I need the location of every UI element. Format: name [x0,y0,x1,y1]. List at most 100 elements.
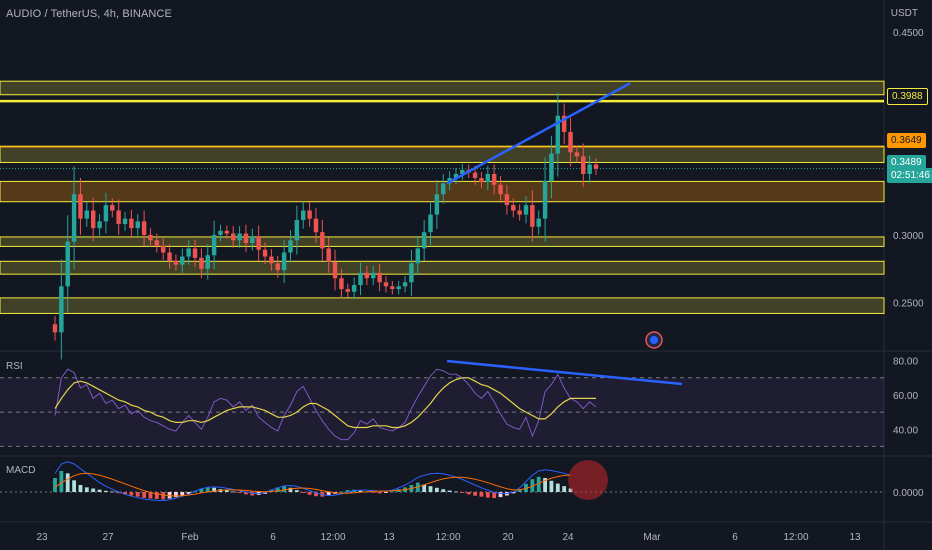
macd-histogram-bar [104,490,108,492]
candle-body [110,205,115,211]
candle-body [479,178,484,183]
candle-body [313,218,319,233]
macd-histogram-bar [244,492,248,495]
macd-highlight-circle [568,460,608,500]
macd-histogram-bar [78,485,83,492]
candle-body [173,260,179,265]
candle-body [536,218,541,227]
candle-body [441,183,446,195]
candle-body [84,210,90,219]
candle-body [320,232,325,249]
price-tag-level-high: 0.3988 [887,88,928,105]
candle-body [377,272,382,283]
candle-body [371,272,376,279]
candle-body [472,172,478,179]
macd-histogram-bar [301,492,306,493]
time-axis-tick: 12:00 [783,532,808,543]
macd-histogram-bar [555,483,560,492]
candle-body [65,241,70,287]
macd-histogram-bar [536,476,541,492]
macd-histogram-bar [123,492,127,495]
candle-body [517,210,522,215]
macd-histogram-bar [269,489,274,492]
candle-body [300,210,306,220]
candle-body [52,324,58,333]
candle-body [103,205,109,222]
candle-body [250,236,255,244]
rsi-pane-label[interactable]: RSI [6,361,23,372]
macd-histogram-bar [517,489,522,492]
rsi-axis-tick: 60.00 [893,391,918,402]
candle-body [237,233,242,241]
macd-histogram-bar [314,492,318,497]
macd-histogram-bar [543,478,547,492]
candle-body [90,210,96,229]
macd-histogram-bar [466,492,471,495]
macd-histogram-bar [371,492,376,493]
macd-pane-label[interactable]: MACD [6,465,36,476]
macd-histogram-bar [84,487,89,492]
candle-body [288,240,293,253]
price-trendline [446,82,631,185]
candle-body [294,220,300,241]
candle-body [205,255,210,269]
macd-histogram-bar [562,486,567,492]
candle-body [148,234,153,241]
price-zone [0,297,885,314]
rsi-axis-tick: 40.00 [893,425,918,436]
time-axis-tick: 13 [849,532,861,543]
candle-body [345,289,351,292]
candle-body [275,263,280,271]
macd-histogram-bar [358,490,363,492]
event-flag-icon [645,331,663,349]
candle-body [390,286,395,290]
time-axis-tick: Feb [181,532,199,543]
candle-body [281,252,287,271]
candle-body [97,221,102,229]
macd-histogram-bar [199,488,204,492]
macd-histogram-bar [485,492,490,498]
macd-histogram-bar [212,487,217,492]
time-axis-tick: 12:00 [435,532,460,543]
candle-body [561,115,567,132]
candle-body [269,256,274,264]
candle-body [555,115,561,154]
macd-histogram-bar [231,491,236,493]
rsi-ma-line [54,377,596,429]
candle-body [129,218,134,229]
macd-histogram-bar [530,479,535,492]
macd-histogram-bar [492,492,497,499]
candle-body [180,256,185,265]
macd-histogram-bar [390,491,395,493]
macd-histogram-bar [384,492,388,493]
candle-body [78,194,83,219]
macd-histogram-bar [473,492,477,496]
price-zone [0,236,885,247]
rsi-axis-tick: 80.00 [893,357,918,368]
candle-body [339,278,344,290]
time-axis-tick: 20 [502,532,514,543]
time-axis-tick: 23 [36,532,48,543]
symbol-title[interactable]: AUDIO / TetherUS, 4h, BINANCE [6,8,172,20]
macd-histogram-bar [377,492,382,494]
candle-body [485,173,491,183]
macd-histogram-bar [116,492,121,494]
candle-body [523,205,529,215]
macd-histogram-bar [142,492,147,498]
price-axis-tick: 0.4500 [893,28,924,39]
macd-histogram-bar [345,490,350,492]
price-axis-tick: 0.3000 [893,231,924,242]
macd-histogram-bar [110,491,115,493]
price-zone [0,80,885,96]
macd-histogram-bar [441,489,446,492]
macd-histogram-bar [460,492,465,493]
time-axis-tick: Mar [643,532,661,543]
macd-histogram-bar [511,492,516,494]
candle-body [421,232,427,249]
candle-body [587,164,592,174]
price-tag-countdown: 02:51:46 [887,168,932,183]
candle-body [549,153,554,181]
macd-histogram-bar [288,487,293,492]
macd-histogram-bar [422,484,427,492]
